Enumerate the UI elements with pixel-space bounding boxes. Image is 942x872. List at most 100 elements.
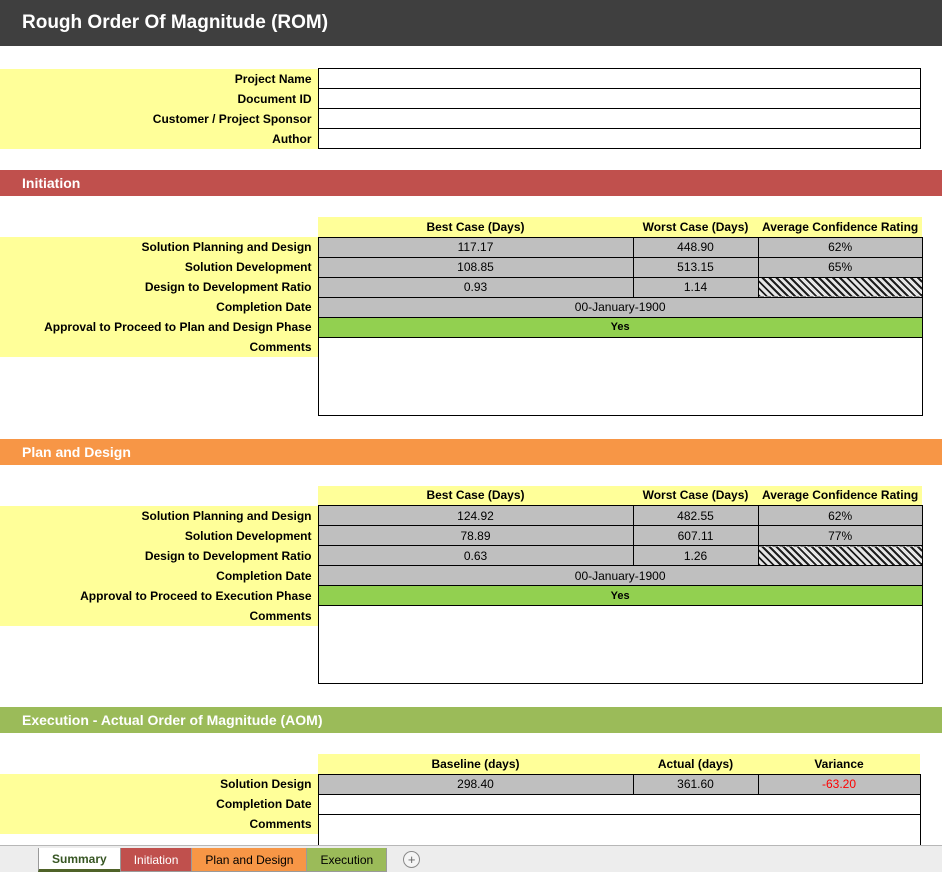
field-label-customer-sponsor: Customer / Project Sponsor [0, 108, 318, 129]
author-input[interactable] [319, 129, 919, 148]
data-cell-worst[interactable]: 1.26 [632, 545, 759, 566]
table-row: Project Name [0, 68, 921, 89]
data-cell-confidence[interactable]: 77% [757, 525, 923, 546]
row-label: Solution Planning and Design [0, 505, 318, 526]
section-header-execution: Execution - Actual Order of Magnitude (A… [0, 707, 942, 733]
col-header-worst-case: Worst Case (Days) [633, 217, 758, 237]
row-label: Completion Date [0, 565, 318, 586]
comments-cell[interactable] [317, 813, 921, 849]
data-cell-confidence[interactable]: 62% [757, 236, 923, 258]
table-row: Completion Date [0, 793, 921, 815]
na-hatched-cell[interactable] [757, 545, 923, 566]
row-label: Solution Design [0, 774, 318, 794]
table-row: Customer / Project Sponsor [0, 108, 921, 129]
table-row: Comments [0, 813, 921, 849]
table-row: Document ID [0, 88, 921, 109]
tab-label: Summary [52, 851, 107, 866]
project-name-cell[interactable] [317, 68, 921, 89]
approval-cell[interactable]: Yes [317, 585, 923, 606]
data-cell-best[interactable]: 78.89 [317, 525, 634, 546]
customer-sponsor-cell[interactable] [317, 108, 921, 129]
data-cell-worst[interactable]: 448.90 [632, 236, 759, 258]
data-cell-actual[interactable]: 361.60 [632, 773, 759, 795]
data-cell-baseline[interactable]: 298.40 [317, 773, 634, 795]
tab-summary[interactable]: Summary [38, 848, 121, 872]
completion-date-cell[interactable]: 00-January-1900 [317, 296, 923, 318]
row-label-container: Comments [0, 605, 318, 684]
table-row: Design to Development Ratio 0.63 1.26 [0, 545, 923, 566]
completion-date-cell[interactable] [317, 793, 921, 815]
data-cell-best[interactable]: 0.63 [317, 545, 634, 566]
approval-cell[interactable]: Yes [317, 316, 923, 338]
row-label: Design to Development Ratio [0, 545, 318, 566]
col-header-confidence: Average Confidence Rating [758, 485, 923, 506]
document-id-input[interactable] [319, 89, 919, 108]
table-row: Design to Development Ratio 0.93 1.14 [0, 276, 923, 298]
table-row: Solution Development 108.85 513.15 65% [0, 256, 923, 278]
add-sheet-button[interactable]: + [403, 850, 421, 868]
data-cell-worst[interactable]: 1.14 [632, 276, 759, 298]
header-spacer [0, 486, 318, 506]
row-label: Design to Development Ratio [0, 277, 318, 297]
data-cell-best[interactable]: 0.93 [317, 276, 634, 298]
table-row: Comments [0, 605, 923, 684]
table-header-row: Baseline (days) Actual (days) Variance [0, 754, 920, 774]
field-label-author: Author [0, 128, 318, 149]
table-row: Solution Planning and Design 124.92 482.… [0, 505, 923, 526]
table-row: Completion Date 00-January-1900 [0, 565, 923, 586]
row-label: Approval to Proceed to Plan and Design P… [0, 317, 318, 337]
tab-initiation[interactable]: Initiation [119, 848, 193, 872]
row-label: Comments [0, 605, 318, 626]
col-header-worst-case: Worst Case (Days) [633, 485, 758, 506]
data-cell-worst[interactable]: 482.55 [632, 505, 759, 526]
row-label: Comments [0, 337, 318, 357]
data-cell-confidence[interactable]: 65% [757, 256, 923, 278]
col-header-best-case: Best Case (Days) [318, 485, 633, 506]
table-row: Solution Design 298.40 361.60 -63.20 [0, 773, 921, 795]
author-cell[interactable] [317, 128, 921, 149]
section-title: Initiation [22, 175, 81, 191]
header-spacer [0, 217, 318, 237]
tab-label: Initiation [133, 852, 179, 867]
tab-label: Execution [320, 852, 374, 867]
data-cell-worst[interactable]: 513.15 [632, 256, 759, 278]
data-cell-variance[interactable]: -63.20 [757, 773, 921, 795]
row-label: Completion Date [0, 794, 318, 814]
table-row: Solution Planning and Design 117.17 448.… [0, 236, 923, 258]
row-label: Completion Date [0, 297, 318, 317]
data-cell-best[interactable]: 124.92 [317, 505, 634, 526]
comments-cell[interactable] [317, 336, 923, 416]
row-label-container: Comments [0, 337, 318, 415]
table-header-row: Best Case (Days) Worst Case (Days) Avera… [0, 485, 923, 506]
completion-date-cell[interactable]: 00-January-1900 [317, 565, 923, 586]
table-row: Solution Development 78.89 607.11 77% [0, 525, 923, 546]
data-cell-confidence[interactable]: 62% [757, 505, 923, 526]
col-header-variance: Variance [758, 754, 920, 774]
col-header-confidence: Average Confidence Rating [758, 217, 923, 237]
sheet-tab-bar: Summary Initiation Plan and Design Execu… [0, 845, 942, 872]
data-cell-best[interactable]: 108.85 [317, 256, 634, 278]
col-header-actual: Actual (days) [633, 754, 758, 774]
table-row: Comments [0, 336, 923, 416]
data-cell-worst[interactable]: 607.11 [632, 525, 759, 546]
customer-sponsor-input[interactable] [319, 109, 919, 128]
na-hatched-cell[interactable] [757, 276, 923, 298]
document-id-cell[interactable] [317, 88, 921, 109]
plus-icon: + [407, 851, 416, 867]
col-header-best-case: Best Case (Days) [318, 217, 633, 237]
row-label: Solution Planning and Design [0, 237, 318, 257]
tab-execution[interactable]: Execution [306, 848, 388, 872]
table-row: Completion Date 00-January-1900 [0, 296, 923, 318]
comments-cell[interactable] [317, 605, 923, 684]
project-name-input[interactable] [319, 69, 919, 88]
table-row: Approval to Proceed to Execution Phase Y… [0, 585, 923, 606]
page-title-text: Rough Order Of Magnitude (ROM) [22, 12, 329, 33]
initiation-table: Best Case (Days) Worst Case (Days) Avera… [0, 217, 923, 416]
tab-label: Plan and Design [205, 852, 294, 867]
data-cell-best[interactable]: 117.17 [317, 236, 634, 258]
tab-plan-and-design[interactable]: Plan and Design [191, 848, 308, 872]
execution-table: Baseline (days) Actual (days) Variance S… [0, 754, 921, 849]
table-row: Author [0, 128, 921, 149]
table-row: Approval to Proceed to Plan and Design P… [0, 316, 923, 338]
